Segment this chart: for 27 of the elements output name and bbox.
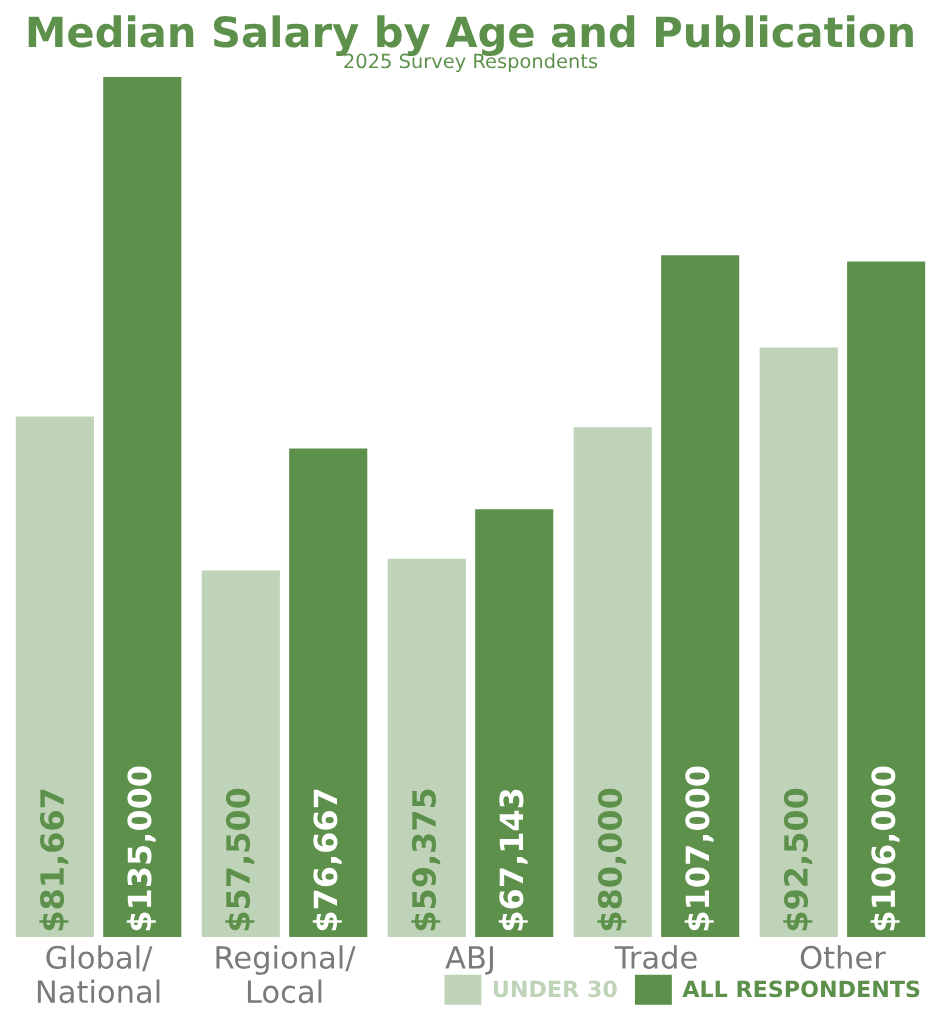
bar [103, 76, 182, 937]
bar [15, 416, 94, 937]
legend-label: UNDER 30 [493, 980, 617, 998]
bar [661, 255, 740, 937]
bar [475, 509, 554, 937]
data-label: $81,667 [39, 789, 69, 931]
x-tick-label: Regional/ Local [216, 945, 356, 1004]
data-label: $57,500 [225, 788, 255, 931]
x-tick-label: Global/ National [37, 945, 160, 1004]
data-label: $76,667 [312, 789, 342, 931]
data-label: $92,500 [783, 788, 813, 931]
bar [759, 347, 838, 937]
x-tick-label: Other [800, 945, 886, 969]
x-tick-label: ABJ [445, 946, 493, 975]
x-tick-label: Trade [614, 945, 697, 969]
data-label: $106,000 [870, 766, 900, 931]
data-label: $67,143 [498, 789, 528, 931]
data-label: $135,000 [126, 766, 156, 931]
bar [573, 427, 652, 937]
bar [387, 558, 466, 937]
data-label: $107,000 [684, 766, 714, 931]
bar [201, 570, 280, 937]
bar [847, 261, 926, 937]
bar [289, 448, 368, 937]
data-label: $80,000 [597, 788, 627, 931]
data-label: $59,375 [411, 789, 441, 931]
legend-label: ALL RESPONDENTS [682, 980, 920, 998]
